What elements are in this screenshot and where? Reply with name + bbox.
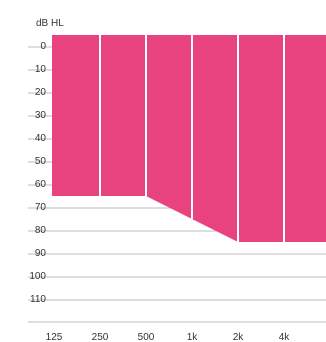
y-tick-label: 20 (35, 87, 47, 98)
x-tick-label: 2k (233, 332, 245, 342)
y-tick-label: 90 (35, 248, 47, 259)
y-tick-label: 70 (35, 202, 47, 213)
y-tick-label: 30 (35, 110, 47, 121)
y-tick-label: 0 (40, 41, 46, 52)
y-tick-label: 60 (35, 179, 47, 190)
x-tick-label: 4k (279, 332, 291, 342)
y-tick-label: 80 (35, 225, 47, 236)
x-tick-label: 1k (187, 332, 199, 342)
y-tick-label: 40 (35, 133, 47, 144)
x-tick-label: 250 (92, 332, 109, 342)
x-tick-labels: 1252505001k2k4k8 (46, 332, 326, 342)
y-tick-label: 50 (35, 156, 47, 167)
y-tick-labels: 0 10 20 30 40 50 60 70 80 90 100 110 (29, 41, 46, 305)
y-tick-label: 110 (30, 294, 46, 305)
y-tick-label: 100 (29, 271, 46, 282)
y-axis-label: dB HL (36, 18, 64, 29)
x-tick-label: 500 (138, 332, 155, 342)
y-tick-label: 10 (35, 64, 47, 75)
x-tick-label: 125 (46, 332, 63, 342)
